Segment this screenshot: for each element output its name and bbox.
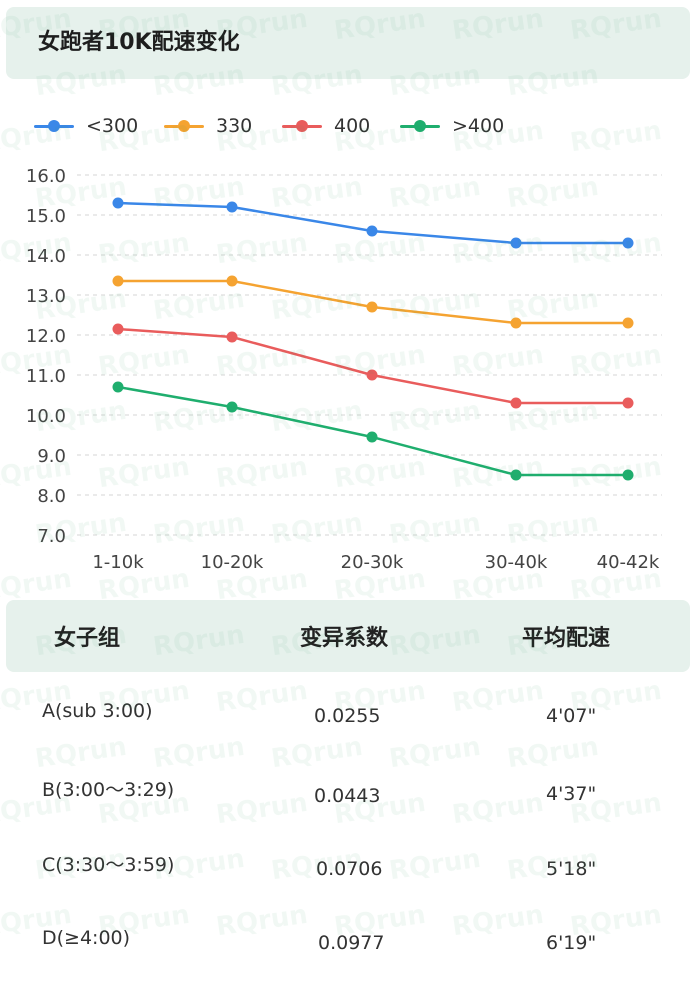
y-tick-label: 7.0 xyxy=(37,526,66,547)
legend-label: 400 xyxy=(334,115,371,137)
cv-cell: 0.0706 xyxy=(316,858,383,880)
watermark-text: RQrun xyxy=(33,731,129,775)
series-line xyxy=(117,201,628,245)
watermark-text: RQrun xyxy=(450,675,546,719)
x-tick-label: 40-42k xyxy=(597,552,660,573)
title-banner: 女跑者10K配速变化 xyxy=(6,7,690,79)
data-point xyxy=(366,301,378,313)
series-layer xyxy=(112,197,634,481)
data-point xyxy=(366,431,378,443)
watermark-text: RQrun xyxy=(450,787,546,831)
legend-swatch-icon xyxy=(34,110,74,142)
grid-lines xyxy=(77,174,662,536)
data-point xyxy=(112,197,124,209)
data-point xyxy=(112,275,124,287)
y-tick-label: 8.0 xyxy=(37,486,66,507)
y-axis-ticks: 16.0 15.0 14.0 13.0 12.0 11.0 10.0 9.0 8.0 7.0 xyxy=(26,166,66,547)
y-tick-label: 13.0 xyxy=(26,286,66,307)
watermark-text: RQrun xyxy=(214,675,310,719)
group-cell: A(sub 3:00) xyxy=(42,700,153,722)
pace-cell: 6'19" xyxy=(546,932,597,954)
legend-dot xyxy=(48,120,60,132)
x-tick-label: 30-40k xyxy=(485,552,548,573)
watermark-text: RQrun xyxy=(214,899,310,943)
y-tick-label: 12.0 xyxy=(26,326,66,347)
pace-cell: 4'07" xyxy=(546,705,597,727)
line-chart: 16.0 15.0 14.0 13.0 12.0 11.0 10.0 9.0 8.0 7.0 1-… xyxy=(26,166,662,573)
data-point xyxy=(226,401,238,413)
x-tick-label: 1-10k xyxy=(92,552,144,573)
cv-cell: 0.0443 xyxy=(314,785,381,807)
cv-cell: 0.0255 xyxy=(314,705,381,727)
data-point xyxy=(510,469,522,481)
legend-item-lt300[interactable]: <300 xyxy=(34,110,138,142)
legend-item-330[interactable]: 330 xyxy=(164,110,252,142)
pace-cell: 5'18" xyxy=(546,858,597,880)
legend-dot xyxy=(414,120,426,132)
group-cell: B(3:00～3:29) xyxy=(42,779,175,801)
data-point xyxy=(622,469,634,481)
cv-cell: 0.0977 xyxy=(318,932,385,954)
legend-label: 330 xyxy=(216,115,253,137)
data-point xyxy=(510,237,522,249)
x-tick-label: 10-20k xyxy=(201,552,264,573)
chart-title: 女跑者10K配速变化 xyxy=(38,30,240,55)
data-point xyxy=(366,225,378,237)
legend-label: <300 xyxy=(86,115,139,137)
series-line xyxy=(117,385,628,477)
watermark-text: RQrun xyxy=(450,899,546,943)
watermark-text: RQrun xyxy=(151,731,247,775)
watermark-text: RQrun xyxy=(214,787,310,831)
data-point xyxy=(226,331,238,343)
data-point xyxy=(622,397,634,409)
watermark-text: RQrun xyxy=(387,731,483,775)
data-point xyxy=(510,397,522,409)
data-point xyxy=(226,275,238,287)
y-tick-label: 15.0 xyxy=(26,206,66,227)
data-point xyxy=(622,237,634,249)
data-point xyxy=(226,201,238,213)
data-point xyxy=(510,317,522,329)
watermark-text: RQrun xyxy=(387,843,483,887)
watermark-text: RQrun xyxy=(269,731,365,775)
legend-item-400[interactable]: 400 xyxy=(282,110,370,142)
y-tick-label: 11.0 xyxy=(26,366,66,387)
data-point xyxy=(366,369,378,381)
legend-label: >400 xyxy=(452,115,505,137)
x-tick-label: 20-30k xyxy=(341,552,404,573)
x-axis-ticks: 1-10k 10-20k 20-30k 30-40k 40-42k xyxy=(92,552,660,573)
data-point xyxy=(112,323,124,335)
legend-item-gt400[interactable]: >400 xyxy=(400,110,504,142)
pace-cell: 4'37" xyxy=(546,783,597,805)
table-header-pace: 平均配速 xyxy=(522,626,611,651)
y-tick-label: 16.0 xyxy=(26,166,66,187)
data-point xyxy=(112,381,124,393)
table-header-cv: 变异系数 xyxy=(300,626,389,651)
series-line xyxy=(117,327,628,405)
y-tick-label: 10.0 xyxy=(26,406,66,427)
group-cell: C(3:30～3:59) xyxy=(42,854,175,876)
y-tick-label: 9.0 xyxy=(37,446,66,467)
legend-swatch-icon xyxy=(282,110,322,142)
group-cell: D(≥4:00) xyxy=(42,927,131,949)
legend-swatch-icon xyxy=(400,110,440,142)
watermark-text: RQrun xyxy=(505,731,601,775)
legend-dot xyxy=(296,120,308,132)
legend-dot xyxy=(178,120,190,132)
table-header-group: 女子组 xyxy=(54,626,121,651)
y-tick-label: 14.0 xyxy=(26,246,66,267)
table-header: 女子组 变异系数 平均配速 xyxy=(6,600,690,672)
data-point xyxy=(622,317,634,329)
legend-swatch-icon xyxy=(164,110,204,142)
